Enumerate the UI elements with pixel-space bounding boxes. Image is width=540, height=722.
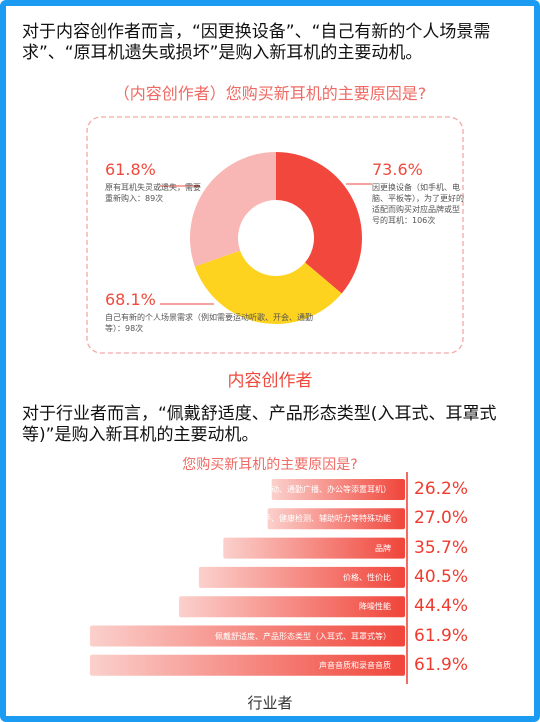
bar-label: 佩戴舒适度、产品形态类型（入耳式、耳罩式等） [215,631,391,641]
intro-text: 对于内容创作者而言，“因更换设备”、“自己有新的个人场景需求”、“原耳机遗失或损… [22,22,491,63]
value-label: 68.1% [105,290,156,309]
bar [90,654,405,676]
chart-caption: 内容创作者 [227,371,313,391]
donut-segment [194,250,342,324]
bar-label: AI助手、健康检测、辅助听力等特殊功能 [247,514,391,524]
value-label: 73.6% [372,160,423,179]
bar [179,596,405,618]
intro-text: 对于行业者而言，“佩戴舒适度、产品形态类型(入耳式、耳罩式等)”是购入新耳机的主… [22,404,497,445]
bar [198,566,405,588]
bar-label: 品牌 [375,543,391,553]
bar-label: 声音音质和录音音质 [319,660,391,670]
chart-caption: 行业者 [247,694,293,712]
bar [267,508,405,530]
bar-label: 降噪性能 [359,602,391,612]
value-label: 40.5% [414,566,469,587]
donut-segment [190,152,276,267]
category-note: 自己有新的个人场景需求（例如需要运动听歌、开会、通勤等）：98次 [105,313,313,333]
value-label: 61.8% [105,160,156,179]
bar [223,537,405,559]
donut-segment [276,152,362,294]
bar [271,479,405,500]
bar-label: 应用场景（如为运动、通勤广播、办公等添置耳机） [207,485,391,494]
value-label: 27.0% [414,508,469,529]
bar [90,625,405,647]
chart-title: 您购买新耳机的主要原因是? [182,457,358,473]
value-label: 35.7% [414,537,469,558]
chart-frame [86,116,464,354]
bar-label: 价格、性价比 [343,572,391,582]
value-label: 26.2% [414,479,469,499]
category-note: 原有耳机失灵或遗失，需要重新购入：89次 [105,183,201,203]
value-label: 61.9% [414,654,469,675]
value-label: 61.9% [414,625,469,646]
category-note: 因更换设备（如手机、电脑、平板等），为了更好的适配而购买对应品牌或型号的耳机：1… [372,183,464,225]
chart-title: （内容创作者）您购买新耳机的主要原因是? [113,84,427,103]
value-label: 44.4% [414,596,469,617]
